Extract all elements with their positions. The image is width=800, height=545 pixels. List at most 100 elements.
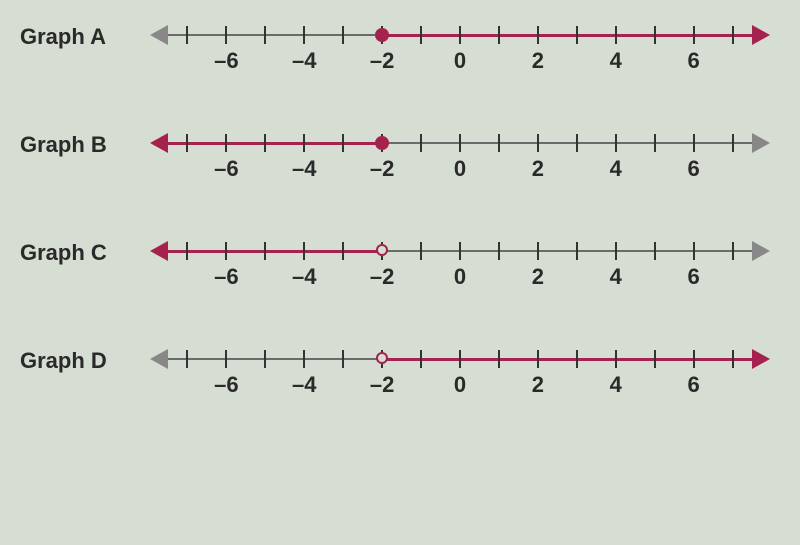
axis-tick-label: 2 [532,264,544,290]
axis-tick [693,242,695,260]
axis-tick [576,26,578,44]
axis-tick-label: 2 [532,48,544,74]
axis-tick [459,134,461,152]
arrow-left-icon [150,241,168,261]
axis-tick [303,350,305,368]
axis-tick-label: 6 [687,264,699,290]
axis-tick-label: 0 [454,156,466,182]
number-line: –6 –4 –2 0 2 4 6 [150,132,770,192]
open-endpoint-icon [376,244,388,256]
axis-tick [576,134,578,152]
axis-tick [654,242,656,260]
axis-tick [576,350,578,368]
axis-tick [420,134,422,152]
axis-tick [654,26,656,44]
axis-tick [342,26,344,44]
axis-tick [342,134,344,152]
graph-row: Graph D –6 –4 –2 0 2 4 6 [0,348,800,408]
axis-tick [186,242,188,260]
axis-tick-label: 2 [532,372,544,398]
axis-tick-label: –2 [370,48,394,74]
axis-tick [615,242,617,260]
axis-tick [537,242,539,260]
axis-tick [303,26,305,44]
graph-row: Graph C–6–4–20246 [0,240,800,300]
axis-tick [420,350,422,368]
axis-tick [264,26,266,44]
axis-tick-label: –6 [214,156,238,182]
graph-row: Graph B–6–4–20246 [0,132,800,192]
axis-tick [537,26,539,44]
arrow-right-icon [752,241,770,261]
closed-endpoint-icon [375,136,389,150]
axis-tick-label: 4 [610,156,622,182]
axis-tick [186,350,188,368]
axis-tick-label: –6 [214,48,238,74]
axis-highlight-line [168,250,382,253]
axis-tick [693,134,695,152]
arrow-right-icon [752,133,770,153]
axis-tick [732,242,734,260]
axis-tick [459,242,461,260]
axis-tick-label: 0 [454,372,466,398]
axis-tick [459,26,461,44]
axis-tick [303,242,305,260]
graph-label: Graph C [20,240,150,266]
axis-tick [264,242,266,260]
axis-tick [264,350,266,368]
axis-tick [420,242,422,260]
axis-tick-label: 6 [687,48,699,74]
axis-tick [654,134,656,152]
axis-tick [537,350,539,368]
arrow-left-icon [150,349,168,369]
closed-endpoint-icon [375,28,389,42]
axis-tick [498,350,500,368]
axis-tick [732,134,734,152]
axis-tick [303,134,305,152]
graph-label: Graph D [20,348,150,374]
axis-tick [186,26,188,44]
axis-tick-label: 6 [687,156,699,182]
axis-tick [498,134,500,152]
axis-tick [654,350,656,368]
open-endpoint-icon [376,352,388,364]
axis-tick [420,26,422,44]
axis-tick [225,350,227,368]
axis-tick-label: –2 [370,372,394,398]
arrow-right-icon [752,349,770,369]
axis-tick [732,350,734,368]
axis-tick-label: –6 [214,372,238,398]
graph-row: Graph A–6–4–20246 [0,24,800,84]
axis-tick [264,134,266,152]
axis-tick-label: 0 [454,264,466,290]
axis-tick-label: 6 [687,372,699,398]
axis-highlight-line [382,34,752,37]
axis-tick [615,134,617,152]
axis-tick-label: –2 [370,156,394,182]
axis-tick [537,134,539,152]
graph-label: Graph A [20,24,150,50]
axis-tick [186,134,188,152]
axis-tick [459,350,461,368]
axis-tick [225,134,227,152]
axis-tick-label: 4 [610,372,622,398]
axis-tick [225,242,227,260]
axis-tick-label: 4 [610,48,622,74]
arrow-left-icon [150,133,168,153]
number-line: –6–4–20246 [150,24,770,84]
axis-highlight-line [382,358,752,361]
arrow-left-icon [150,25,168,45]
axis-tick-label: –4 [292,372,316,398]
number-line: –6 –4 –2 0 2 4 6 [150,348,770,408]
axis-tick-label: –2 [370,264,394,290]
axis-tick-label: 4 [610,264,622,290]
axis-tick-label: –4 [292,156,316,182]
axis-tick [615,26,617,44]
axis-tick-label: 2 [532,156,544,182]
axis-tick [342,350,344,368]
axis-tick [576,242,578,260]
axis-tick [693,350,695,368]
axis-tick [732,26,734,44]
axis-tick [498,242,500,260]
axis-tick-label: –4 [292,264,316,290]
